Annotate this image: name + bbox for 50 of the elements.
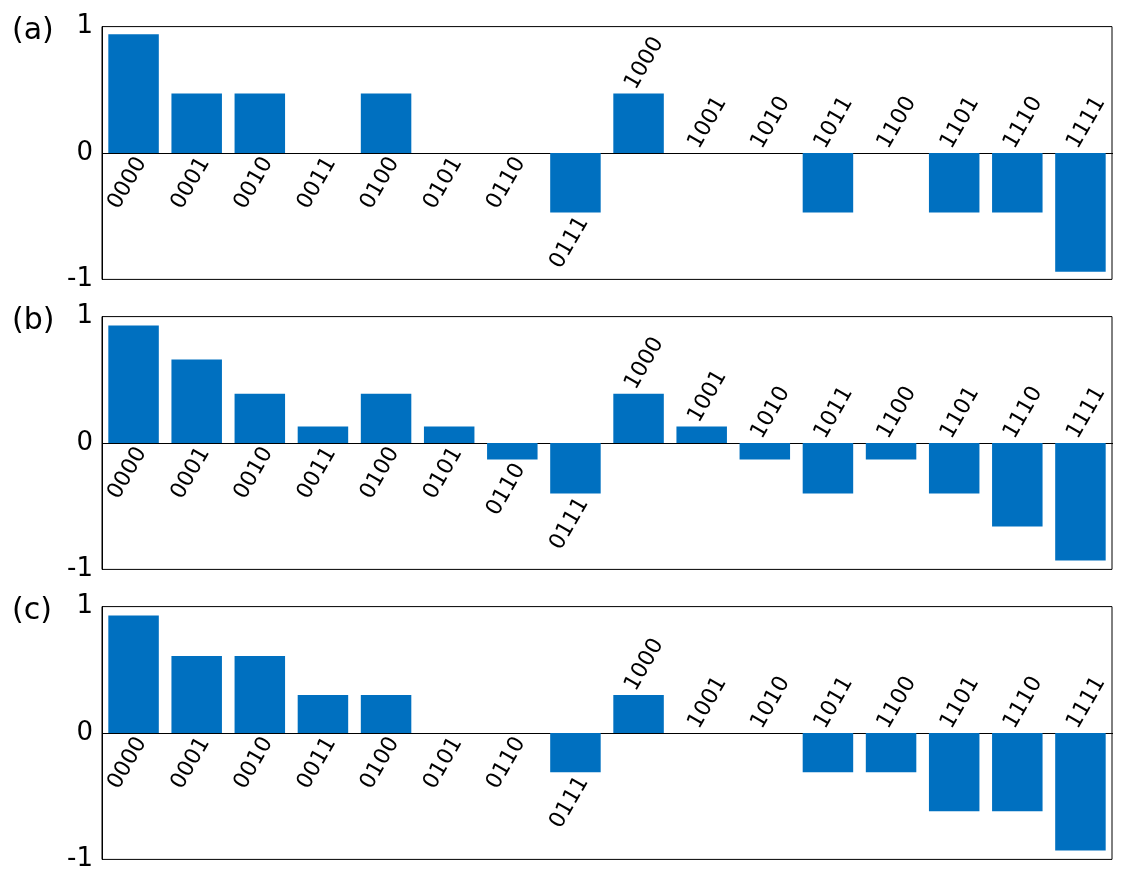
bar (360, 695, 412, 733)
bar (550, 733, 601, 773)
bar (802, 733, 854, 773)
bar (928, 443, 980, 494)
bar (613, 695, 664, 733)
bar (234, 93, 286, 153)
y-tick-label: 0 (76, 715, 93, 746)
bar (108, 615, 159, 733)
bar (108, 34, 159, 153)
y-tick-label: -1 (67, 552, 93, 583)
bar (802, 443, 854, 494)
chart-title: (c) (12, 591, 52, 627)
bar (297, 695, 349, 733)
bar (360, 93, 412, 153)
bar (992, 443, 1043, 527)
bar (487, 443, 538, 460)
bar (234, 655, 286, 733)
bar (865, 443, 917, 460)
bar (613, 393, 664, 443)
y-tick-label: 1 (76, 589, 93, 620)
bar (360, 393, 412, 443)
bar (171, 359, 222, 443)
chart-title: (b) (12, 301, 55, 337)
bar (928, 733, 980, 812)
bar (171, 655, 222, 733)
y-tick-label: 0 (76, 425, 93, 456)
bar (550, 443, 601, 494)
bar (613, 93, 664, 153)
bar (108, 325, 159, 443)
bar (550, 153, 601, 213)
bar (865, 733, 917, 773)
bar (171, 93, 222, 153)
chart-title: (a) (12, 11, 54, 47)
y-tick-label: 0 (76, 135, 93, 166)
y-tick-label: 1 (76, 299, 93, 330)
bar (802, 153, 854, 213)
bar (676, 426, 727, 443)
y-tick-label: -1 (67, 842, 93, 873)
bar (992, 733, 1043, 812)
bar (739, 443, 791, 460)
bar (297, 426, 349, 443)
bar (1055, 153, 1106, 272)
bar (1055, 733, 1106, 851)
y-tick-label: -1 (67, 262, 93, 293)
bar (423, 426, 475, 443)
bar (992, 153, 1043, 213)
bar (234, 393, 286, 443)
bar (1055, 443, 1106, 561)
bar (928, 153, 980, 213)
y-tick-label: 1 (76, 9, 93, 40)
